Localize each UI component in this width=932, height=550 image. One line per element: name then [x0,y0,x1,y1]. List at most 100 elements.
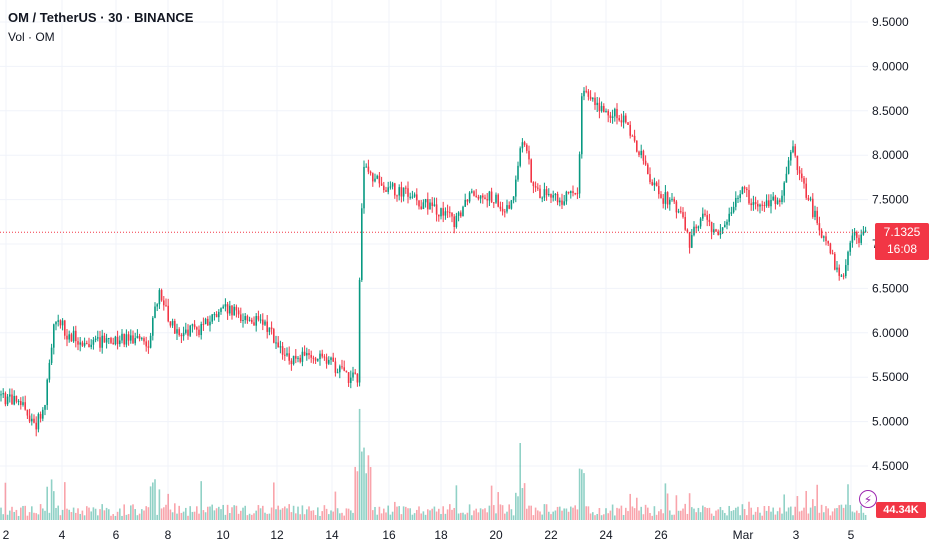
candle-body [246,316,249,321]
price-axis-tick: 4.5000 [872,459,909,473]
candle-body [651,182,653,186]
candle-body [24,402,26,410]
candle-body [831,253,834,255]
volume-bar [693,508,695,520]
volume-bar [28,512,31,520]
candle-body [754,202,757,204]
volume-bar [61,509,64,520]
volume-bar [715,510,717,520]
candle-body [559,200,561,203]
volume-bar [387,505,389,520]
volume-bar [677,510,680,520]
volume-bar [695,512,697,520]
volume-bar [611,504,614,520]
volume-bar [858,513,860,520]
volume-bar [180,512,183,520]
candle-body [191,324,194,326]
volume-bar [684,503,686,520]
volume-bar [451,509,453,520]
volume-bar [763,505,766,520]
volume-bar [176,513,178,520]
candle-body [605,110,607,113]
candle-body [81,342,84,346]
volume-bar [169,509,172,520]
candle-body [257,316,260,320]
candle-body [774,196,777,205]
candle-body [517,165,519,180]
volume-bar [277,505,279,520]
volume-indicator-label[interactable]: Vol · OM [8,30,55,44]
volume-bar [103,510,106,520]
price-axis-tick: 8.0000 [872,148,909,162]
candle-body [226,304,229,314]
candle-body [259,319,262,321]
volume-bar [418,506,420,520]
candle-body [413,194,416,197]
candle-body [644,160,647,165]
candle-body [631,135,634,137]
candle-body [383,185,385,191]
candle-body [515,179,517,197]
candle-body [328,359,330,364]
volume-bar [347,508,350,520]
candle-body [647,164,649,175]
volume-bar [130,505,132,520]
candle-body [207,318,209,326]
candle-body [369,171,372,174]
volume-bar [116,511,119,520]
volume-bar [400,514,403,520]
volume-bar [864,514,867,520]
volume-bar [453,508,455,520]
volume-bar [706,508,708,520]
volume-bar [292,505,295,520]
volume-bar [191,511,194,520]
volume-bar [301,505,304,520]
volume-bar [609,510,612,520]
volume-bar [314,515,317,520]
volume-bar [171,512,174,520]
volume-bar [178,505,180,520]
volume-bar [259,508,262,520]
volume-bar [110,515,112,520]
volume-bar [501,505,504,520]
candle-body [642,150,645,161]
last-price-value: 7.1325 [883,225,921,239]
price-axis-tick: 6.5000 [872,281,909,295]
volume-bar [482,509,484,520]
candle-body [211,314,213,322]
candle-body [768,200,770,207]
volume-bar [662,513,664,520]
candle-body [488,191,491,201]
candle-body [499,206,502,209]
price-axis-tick: 5.0000 [872,415,909,429]
lightning-bolt-icon[interactable]: ⚡ [859,490,877,508]
volume-bar [849,505,851,520]
volume-bar [603,514,605,520]
candle-body [152,317,154,336]
candle-body [829,243,832,254]
candle-body [200,324,202,336]
candle-body [17,401,20,403]
volume-bar [699,512,702,520]
volume-bar [295,513,297,520]
volume-bar [757,507,759,520]
volume-bar [121,515,123,520]
candle-body [391,183,394,187]
volume-bar [581,469,583,520]
candle-body [543,189,546,198]
volume-bar [497,492,499,520]
candle-body [275,342,277,344]
symbol-title[interactable]: OM / TetherUS · 30 · BINANCE [8,10,194,25]
volume-bar [143,510,145,520]
candle-body [836,267,838,270]
volume-bar [336,508,339,520]
candle-body [688,232,691,248]
volume-bar [299,514,301,520]
candle-body [622,115,625,123]
time-axis-tick: 26 [654,528,668,542]
candle-body [519,148,521,166]
candle-body [512,196,515,201]
candle-body [534,186,537,188]
candle-body [147,346,150,348]
volume-bar [625,507,627,520]
